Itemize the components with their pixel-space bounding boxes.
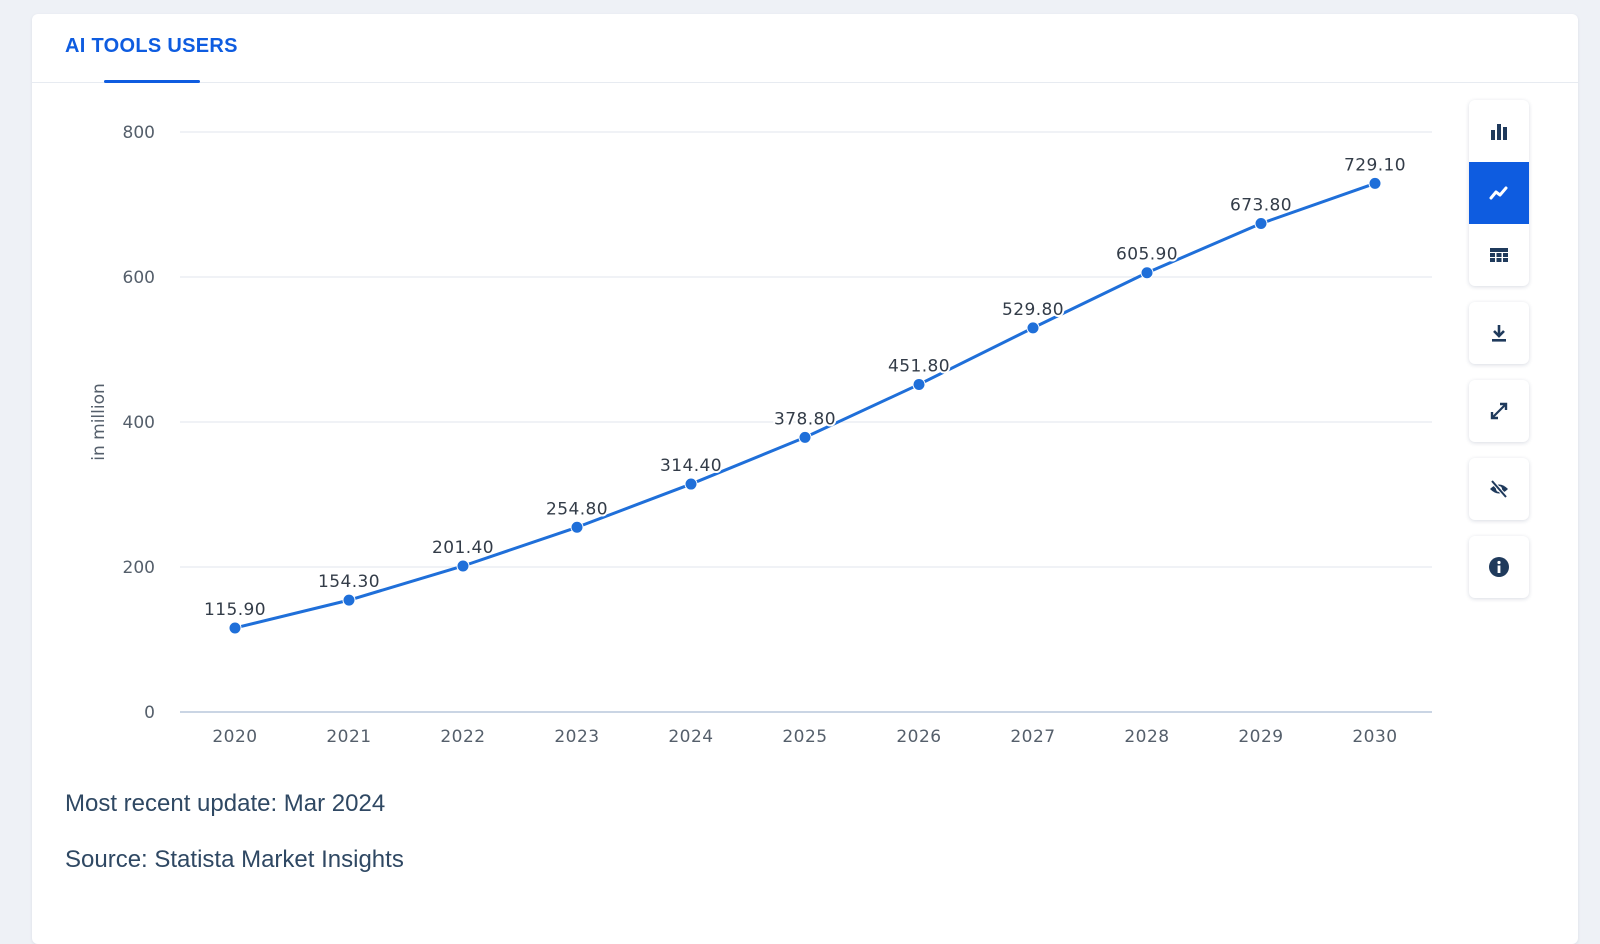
data-point — [456, 559, 470, 573]
data-label: 254.80 — [546, 499, 608, 519]
info-group — [1469, 536, 1529, 598]
data-label: 378.80 — [774, 409, 836, 429]
data-point — [570, 520, 584, 534]
y-tick-label: 0 — [144, 703, 155, 723]
data-label: 115.90 — [204, 600, 266, 620]
fullscreen-button[interactable] — [1469, 380, 1529, 442]
x-tick-label: 2023 — [554, 727, 599, 747]
data-label: 451.80 — [888, 356, 950, 376]
active-tab-indicator — [104, 80, 200, 83]
y-tick-label: 600 — [123, 268, 155, 288]
data-label: 314.40 — [660, 456, 722, 476]
data-label: 529.80 — [1002, 300, 1064, 320]
table-icon — [1490, 248, 1508, 262]
x-tick-label: 2029 — [1238, 727, 1283, 747]
x-tick-label: 2020 — [212, 727, 257, 747]
bar-chart-icon — [1491, 124, 1507, 140]
download-group — [1469, 302, 1529, 364]
y-tick-label: 400 — [123, 413, 155, 433]
x-tick-label: 2026 — [896, 727, 941, 747]
tab-ai-tools-users[interactable]: AI TOOLS USERS — [65, 35, 238, 57]
y-tick-label: 800 — [123, 123, 155, 143]
chart-type-group — [1469, 100, 1529, 286]
data-label: 673.80 — [1230, 195, 1292, 215]
data-point — [228, 621, 242, 635]
y-axis-label: in million — [89, 383, 109, 461]
data-point — [798, 430, 812, 444]
x-tick-label: 2028 — [1124, 727, 1169, 747]
data-point — [684, 477, 698, 491]
x-tick-label: 2030 — [1352, 727, 1397, 747]
line-chart: 0 200 400 600 800 in million 2020 2021 2022 2023 2… — [89, 123, 1432, 747]
series-line — [233, 181, 1377, 630]
line-chart-icon — [1489, 186, 1508, 200]
data-label: 605.90 — [1116, 245, 1178, 265]
tab-bar: AI TOOLS USERS — [32, 14, 1578, 83]
x-tick-label: 2021 — [326, 727, 371, 747]
x-tick-label: 2022 — [440, 727, 485, 747]
data-label: 729.10 — [1344, 155, 1406, 175]
chart-card: AI TOOLS USERS Most recent update: Mar 2… — [32, 14, 1578, 944]
x-tick-label: 2024 — [668, 727, 713, 747]
hide-group — [1469, 458, 1529, 520]
data-point — [1254, 216, 1268, 230]
fullscreen-icon — [1490, 402, 1508, 420]
line-chart-button[interactable] — [1469, 162, 1529, 224]
data-label: 154.30 — [318, 572, 380, 592]
chart-toolbar — [1469, 100, 1529, 614]
table-button[interactable] — [1469, 224, 1529, 286]
data-point — [912, 377, 926, 391]
fullscreen-group — [1469, 380, 1529, 442]
data-point — [1140, 266, 1154, 280]
bar-chart-button[interactable] — [1469, 100, 1529, 162]
hide-icon — [1490, 479, 1508, 499]
y-tick-label: 200 — [123, 558, 155, 578]
x-tick-label: 2025 — [782, 727, 827, 747]
data-label: 201.40 — [432, 538, 494, 558]
hide-button[interactable] — [1469, 458, 1529, 520]
data-point — [342, 593, 356, 607]
info-button[interactable] — [1469, 536, 1529, 598]
download-button[interactable] — [1469, 302, 1529, 364]
info-icon — [1489, 557, 1509, 577]
x-tick-label: 2027 — [1010, 727, 1055, 747]
data-point — [1026, 321, 1040, 335]
update-note: Most recent update: Mar 2024 — [65, 790, 386, 817]
data-point — [1368, 176, 1382, 190]
source-note: Source: Statista Market Insights — [65, 846, 404, 873]
download-icon — [1492, 325, 1506, 342]
